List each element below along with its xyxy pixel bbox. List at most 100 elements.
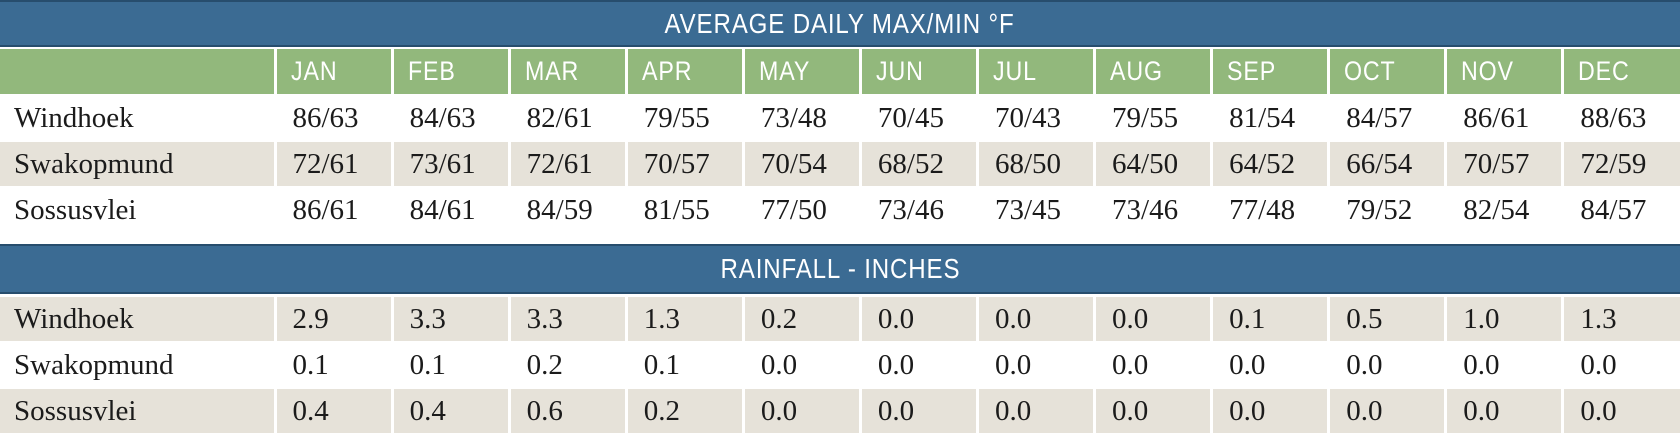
month-header-label: SEP: [1227, 56, 1277, 86]
temp-row: Sossusvlei 86/61 84/61 84/59 81/55 77/50 73/46…: [0, 187, 1680, 239]
temp-row: Swakopmund 72/61 73/61 72/61 70/57 70/54 68/52…: [0, 141, 1680, 188]
temp-value-cell: 73/45: [975, 187, 1095, 239]
month-header-label: APR: [641, 56, 693, 86]
rain-value-cell: 0.0: [1561, 342, 1680, 389]
rain-value-cell: 1.3: [1561, 294, 1680, 343]
month-header-sep: SEP: [1210, 47, 1329, 96]
month-header-label: JAN: [290, 56, 337, 86]
month-header-may: MAY: [741, 47, 861, 96]
month-header-jan: JAN: [273, 47, 393, 96]
temp-row: Windhoek 86/63 84/63 82/61 79/55 73/48 70/45 70…: [0, 95, 1680, 142]
month-header-feb: FEB: [390, 47, 510, 96]
rain-value-cell: 0.0: [1327, 342, 1446, 389]
temperature-section-title-row: AVERAGE DAILY MAX/MIN °F: [0, 0, 1680, 48]
temp-value-cell: 79/55: [1093, 95, 1212, 142]
temp-value-cell: 86/61: [1444, 95, 1563, 142]
month-header-jul: JUL: [975, 47, 1095, 96]
temp-value-cell: 84/61: [390, 187, 510, 239]
month-header-apr: APR: [624, 47, 744, 96]
temp-value-cell: 79/55: [624, 95, 744, 142]
rainfall-section-title-row: RAINFALL - INCHES: [0, 232, 1680, 296]
rain-value-cell: 0.0: [741, 388, 861, 435]
temp-value-cell: 86/61: [273, 187, 393, 239]
month-header-label: NOV: [1461, 56, 1515, 86]
rain-value-cell: 0.1: [390, 342, 510, 389]
temp-value-cell: 66/54: [1327, 141, 1446, 188]
month-header-label: AUG: [1110, 56, 1163, 86]
rain-value-cell: 0.0: [1444, 342, 1563, 389]
month-header-label: MAR: [524, 56, 579, 86]
temp-value-cell: 84/57: [1561, 187, 1680, 239]
temp-value-cell: 82/54: [1444, 187, 1563, 239]
rain-value-cell: 0.2: [507, 342, 627, 389]
rain-value-cell: 0.0: [1210, 388, 1329, 435]
rain-value-cell: 0.0: [975, 342, 1095, 389]
temp-value-cell: 64/50: [1093, 141, 1212, 188]
temp-value-cell: 77/50: [741, 187, 861, 239]
rain-row: Windhoek 2.9 3.3 3.3 1.3 0.2 0.0 0.0 0.0 0.1 0.5 1.…: [0, 294, 1680, 343]
location-label: Windhoek: [0, 294, 275, 343]
location-label: Windhoek: [0, 95, 275, 142]
temp-value-cell: 68/52: [858, 141, 978, 188]
temp-value-cell: 64/52: [1210, 141, 1329, 188]
rain-row: Sossusvlei 0.4 0.4 0.6 0.2 0.0 0.0 0.0 0.0 0.0 0.0…: [0, 388, 1680, 435]
rain-value-cell: 0.0: [858, 388, 978, 435]
temp-value-cell: 70/57: [1444, 141, 1563, 188]
rain-value-cell: 0.0: [1093, 388, 1212, 435]
temperature-section-title-cell: AVERAGE DAILY MAX/MIN °F: [0, 0, 1680, 48]
temp-value-cell: 84/63: [390, 95, 510, 142]
rain-value-cell: 0.0: [1210, 342, 1329, 389]
rain-value-cell: 0.5: [1327, 294, 1446, 343]
rain-value-cell: 0.0: [975, 388, 1095, 435]
rain-value-cell: 0.0: [1444, 388, 1563, 435]
rain-value-cell: 0.1: [624, 342, 744, 389]
rain-value-cell: 0.0: [741, 342, 861, 389]
rain-row: Swakopmund 0.1 0.1 0.2 0.1 0.0 0.0 0.0 0.0 0.0 0.0…: [0, 342, 1680, 389]
location-label: Swakopmund: [0, 342, 275, 389]
temp-value-cell: 72/61: [273, 141, 393, 188]
month-header-mar: MAR: [507, 47, 627, 96]
temp-value-cell: 82/61: [507, 95, 627, 142]
temp-value-cell: 86/63: [273, 95, 393, 142]
month-header-label: OCT: [1344, 56, 1396, 86]
temp-value-cell: 77/48: [1210, 187, 1329, 239]
rain-value-cell: 0.4: [273, 388, 393, 435]
rain-value-cell: 0.1: [273, 342, 393, 389]
rain-value-cell: 0.0: [858, 294, 978, 343]
temp-value-cell: 70/57: [624, 141, 744, 188]
location-label: Swakopmund: [0, 141, 275, 188]
temp-value-cell: 84/59: [507, 187, 627, 239]
location-label: Sossusvlei: [0, 187, 275, 239]
temp-value-cell: 73/61: [390, 141, 510, 188]
rain-value-cell: 0.6: [507, 388, 627, 435]
rain-value-cell: 0.4: [390, 388, 510, 435]
month-header-label: MAY: [758, 56, 810, 86]
temp-value-cell: 70/45: [858, 95, 978, 142]
rain-value-cell: 0.0: [1327, 388, 1446, 435]
temp-value-cell: 84/57: [1327, 95, 1446, 142]
rain-value-cell: 0.0: [975, 294, 1095, 343]
temp-value-cell: 70/54: [741, 141, 861, 188]
rain-value-cell: 0.0: [858, 342, 978, 389]
temperature-section-title: AVERAGE DAILY MAX/MIN °F: [664, 7, 1016, 39]
rainfall-section-title: RAINFALL - INCHES: [720, 253, 960, 284]
rain-value-cell: 0.2: [741, 294, 861, 343]
month-header-dec: DEC: [1561, 47, 1680, 96]
rain-value-cell: 3.3: [507, 294, 627, 343]
temp-value-cell: 72/59: [1561, 141, 1680, 188]
month-header-label: DEC: [1578, 56, 1630, 86]
month-header-nov: NOV: [1444, 47, 1563, 96]
month-header-aug: AUG: [1093, 47, 1212, 96]
rain-value-cell: 3.3: [390, 294, 510, 343]
temp-value-cell: 73/46: [1093, 187, 1212, 239]
rain-value-cell: 0.0: [1093, 342, 1212, 389]
rain-value-cell: 0.0: [1093, 294, 1212, 343]
rain-value-cell: 1.3: [624, 294, 744, 343]
temp-value-cell: 73/46: [858, 187, 978, 239]
month-header-label: FEB: [407, 56, 456, 86]
month-header-row: JAN FEB MAR APR MAY JUN JUL AUG SEP OCT NOV DEC: [0, 47, 1680, 96]
rain-value-cell: 1.0: [1444, 294, 1563, 343]
temp-value-cell: 72/61: [507, 141, 627, 188]
